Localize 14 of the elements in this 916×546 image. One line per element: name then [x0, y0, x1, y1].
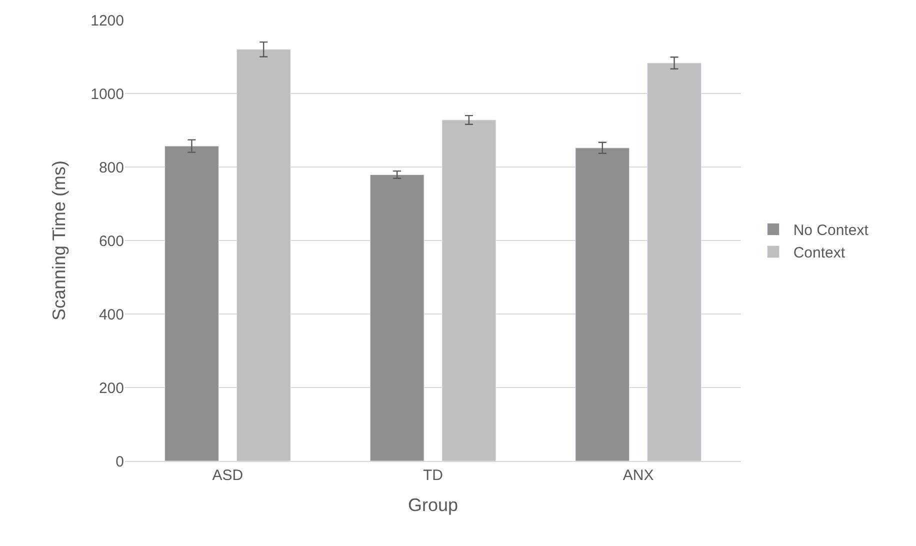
y-tick-label: 1000: [90, 86, 124, 103]
y-tick-label: 200: [98, 380, 124, 397]
y-tick-label: 600: [98, 232, 124, 250]
x-tick-label: ASD: [212, 467, 244, 484]
y-tick-label: 400: [98, 306, 124, 324]
y-axis-title: Scanning Time (ms): [48, 160, 69, 321]
y-tick-label: 800: [98, 159, 124, 176]
x-axis-title: Group: [408, 495, 458, 516]
x-tick-label: ANX: [622, 467, 654, 484]
y-tick-label: 1200: [90, 12, 124, 30]
legend-label: Context: [793, 244, 846, 262]
legend-label: No Context: [793, 222, 870, 240]
x-tick-label: TD: [423, 467, 444, 484]
y-tick-label: 0: [116, 453, 124, 470]
